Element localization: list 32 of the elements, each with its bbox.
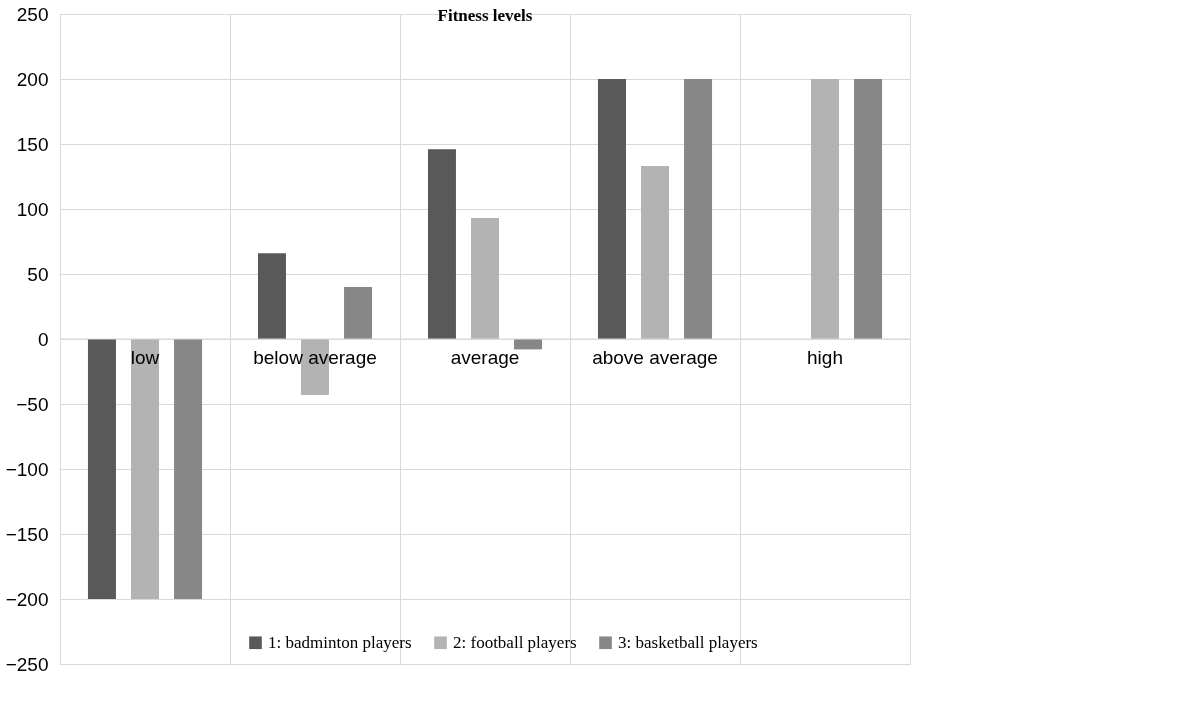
y-tick-label: 0 — [37, 328, 49, 350]
y-tick-label: 200 — [16, 68, 49, 90]
y-tick-label: −200 — [5, 588, 49, 610]
y-tick-label: 150 — [16, 133, 49, 155]
bar — [257, 253, 286, 339]
chart-title: Fitness levels — [437, 6, 533, 25]
y-tick-label: −50 — [16, 393, 49, 415]
bar — [427, 149, 456, 339]
x-tick-label: high — [807, 347, 843, 368]
bar — [174, 339, 203, 599]
bar — [471, 218, 499, 339]
bar — [344, 287, 373, 339]
y-tick-label: 50 — [27, 263, 49, 285]
bar — [854, 79, 883, 339]
x-tick-label: average — [450, 347, 520, 368]
y-tick-label: 100 — [16, 198, 49, 220]
bar — [811, 79, 839, 339]
legend-label: 3: basketball players — [618, 632, 758, 652]
bar — [597, 79, 626, 339]
y-tick-label: 250 — [16, 3, 49, 25]
y-tick-label: −250 — [5, 653, 49, 675]
x-tick-label: below average — [253, 347, 377, 368]
bar — [684, 79, 713, 339]
legend-label: 2: football players — [453, 632, 577, 652]
bar — [641, 166, 669, 339]
bar — [131, 339, 159, 599]
x-tick-label: above average — [592, 347, 718, 368]
legend-label: 1: badminton players — [268, 632, 412, 652]
y-tick-label: −100 — [5, 458, 49, 480]
x-tick-label: low — [130, 347, 160, 368]
y-tick-label: −150 — [5, 523, 49, 545]
bar — [87, 339, 116, 599]
